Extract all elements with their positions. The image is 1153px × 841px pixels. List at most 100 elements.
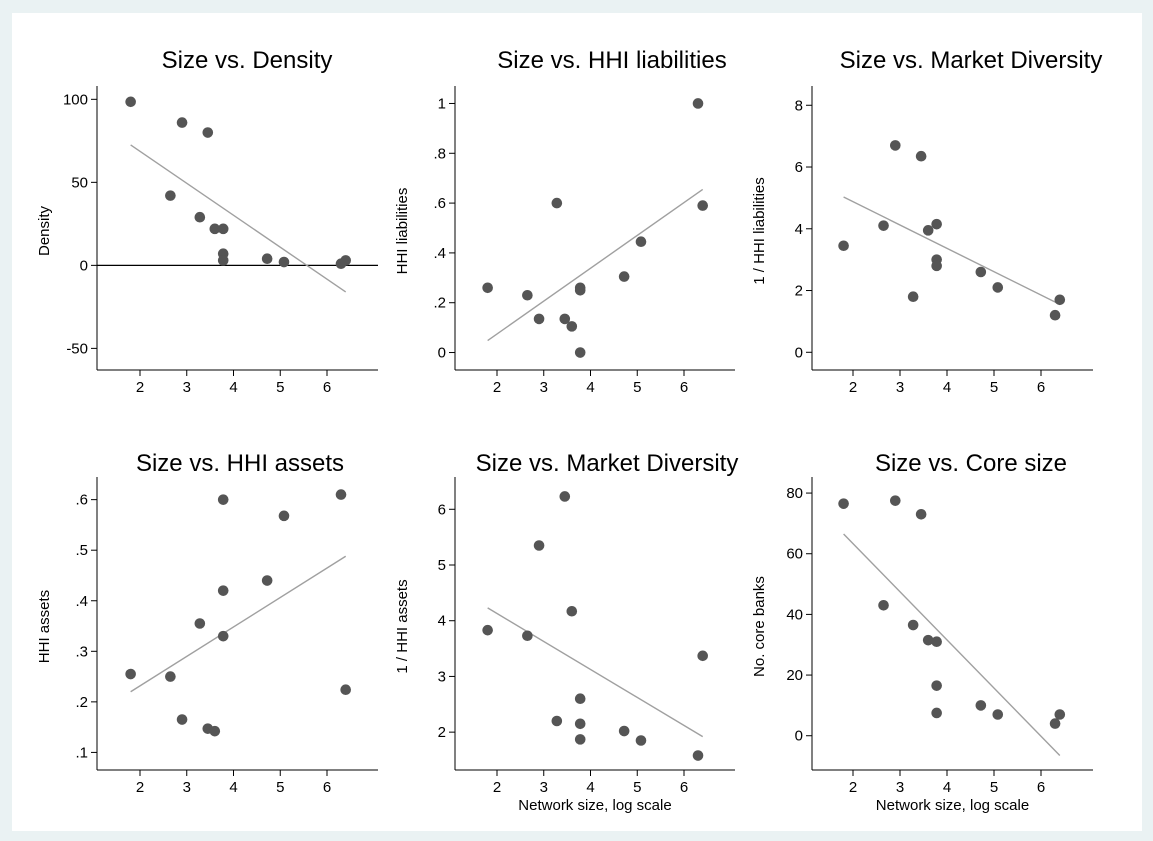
x-tick-label: 2 xyxy=(136,379,144,396)
y-tick-label: 50 xyxy=(71,174,88,191)
scatter-point xyxy=(335,489,347,500)
y-tick-label: .2 xyxy=(433,295,446,312)
x-tick-label: 5 xyxy=(990,779,998,796)
x-tick-label: 4 xyxy=(586,379,594,396)
y-axis-label: 1 / HHI assets xyxy=(394,579,411,673)
y-axis-label: HHI assets xyxy=(36,590,53,663)
scatter-point xyxy=(125,96,136,108)
scatter-point xyxy=(692,750,704,761)
x-tick-label: 4 xyxy=(229,379,237,396)
scatter-point xyxy=(340,255,352,266)
scatter-point xyxy=(697,650,708,662)
x-tick-label: 5 xyxy=(633,379,641,396)
scatter-point xyxy=(522,630,533,642)
scatter-point xyxy=(931,636,942,647)
scatter-panel-4: Size vs. HHI assets 2 3 4 5 6 .1 .2 .3 .4 .5 .6 HHI … xyxy=(36,450,378,796)
y-tick-label: 0 xyxy=(795,728,803,745)
scatter-point xyxy=(1049,309,1061,321)
scatter-point xyxy=(209,725,221,737)
y-tick-label: 6 xyxy=(438,501,446,518)
x-tick-label: 6 xyxy=(323,779,331,796)
x-tick-label: 6 xyxy=(1037,779,1045,796)
scatter-point xyxy=(482,282,493,294)
y-tick-label: .8 xyxy=(433,145,446,162)
scatter-point xyxy=(209,223,221,235)
scatter-point xyxy=(635,735,647,746)
scatter-point xyxy=(574,718,586,730)
scatter-point xyxy=(574,347,586,358)
x-tick-label: 2 xyxy=(493,779,501,796)
x-tick-label: 3 xyxy=(896,779,904,796)
scatter-point xyxy=(278,256,290,268)
scatter-point xyxy=(574,734,586,745)
scatter-point xyxy=(261,253,273,265)
scatter-point xyxy=(559,313,571,325)
y-tick-label: 100 xyxy=(63,91,88,108)
scatter-point xyxy=(566,605,578,617)
x-tick-label: 5 xyxy=(990,379,998,396)
scatter-point xyxy=(975,700,987,711)
x-tick-label: 5 xyxy=(276,779,284,796)
scatter-point xyxy=(878,220,889,231)
panel-title: Size vs. Market Diversity xyxy=(840,47,1103,74)
y-tick-label: 1 xyxy=(438,95,446,112)
scatter-point xyxy=(931,218,942,230)
scatter-point xyxy=(202,127,214,138)
y-tick-label: .1 xyxy=(75,744,88,761)
scatter-panel-2: Size vs. HHI liabilities 2 3 4 5 6 0 .2 .4 .6 .8 1 H… xyxy=(394,47,735,396)
scatter-point xyxy=(890,140,901,151)
scatter-point xyxy=(692,98,704,109)
y-tick-label: .4 xyxy=(75,593,88,610)
fitted-line xyxy=(843,533,1061,756)
scatter-panel-1: Size vs. Density 2 3 4 5 6 -50 0 50 100 Density xyxy=(36,47,378,396)
x-tick-label: 5 xyxy=(633,779,641,796)
y-tick-label: 6 xyxy=(795,159,803,176)
panel-title: Size vs. HHI liabilities xyxy=(497,47,726,74)
y-axis-label: HHI liabilities xyxy=(394,188,411,275)
y-tick-label: 5 xyxy=(438,557,446,574)
scatter-point xyxy=(931,260,942,272)
scatter-point xyxy=(574,693,586,705)
panel-title: Size vs. HHI assets xyxy=(136,450,344,477)
scatter-point xyxy=(176,714,188,725)
x-tick-label: 3 xyxy=(540,379,548,396)
scatter-point xyxy=(551,715,563,727)
scatter-point xyxy=(838,498,849,509)
scatter-point xyxy=(922,634,934,646)
scatter-point xyxy=(1054,294,1066,306)
y-tick-label: 60 xyxy=(786,546,803,563)
scatter-point xyxy=(635,236,647,247)
scatter-point xyxy=(125,668,136,680)
y-tick-label: .3 xyxy=(75,643,88,660)
y-tick-label: .6 xyxy=(75,492,88,509)
scatter-point xyxy=(165,671,176,682)
panel-title: Size vs. Core size xyxy=(875,450,1067,477)
y-tick-label: 20 xyxy=(786,667,803,684)
panel-title: Size vs. Density xyxy=(162,47,333,74)
y-axis-label: No. core banks xyxy=(751,576,768,677)
scatter-point xyxy=(533,313,545,325)
scatter-point xyxy=(907,619,919,631)
y-tick-label: 0 xyxy=(438,345,446,362)
scatter-point xyxy=(566,321,578,332)
y-tick-label: .4 xyxy=(433,245,446,262)
scatter-point xyxy=(931,707,942,719)
scatter-point xyxy=(559,491,571,502)
scatter-point xyxy=(697,200,708,211)
scatter-point xyxy=(975,266,987,278)
fitted-line xyxy=(843,196,1061,306)
x-tick-label: 2 xyxy=(849,779,857,796)
scatter-point xyxy=(878,600,889,611)
x-tick-label: 2 xyxy=(849,379,857,396)
scatter-point xyxy=(915,509,927,520)
scatter-point xyxy=(922,225,934,236)
scatter-point xyxy=(551,197,563,209)
scatter-point xyxy=(217,255,229,266)
x-tick-label: 6 xyxy=(323,379,331,396)
x-tick-label: 3 xyxy=(540,779,548,796)
scatter-point xyxy=(838,240,849,252)
y-tick-label: 80 xyxy=(786,485,803,502)
y-tick-label: 3 xyxy=(438,668,446,685)
scatter-point xyxy=(165,190,176,201)
y-tick-label: 2 xyxy=(795,283,803,300)
